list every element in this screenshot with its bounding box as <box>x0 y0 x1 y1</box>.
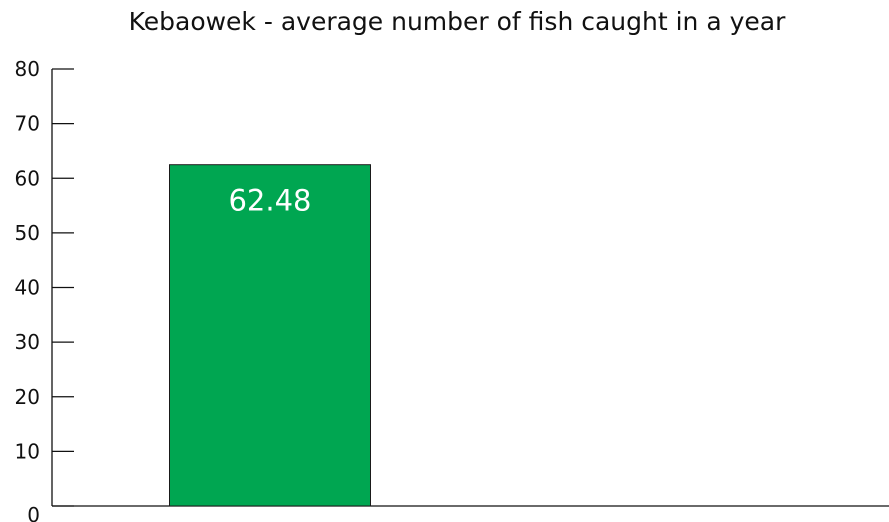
y-tick-label: 80 <box>15 57 40 81</box>
y-tick-label: 30 <box>15 330 40 354</box>
chart-title: Kebaowek - average number of fish caught… <box>129 7 787 36</box>
bar <box>169 164 371 507</box>
y-tick-label: 40 <box>15 276 40 300</box>
y-tick-label: 50 <box>15 221 40 245</box>
bar-value-label: 62.48 <box>228 184 311 218</box>
y-tick-label: 20 <box>15 385 40 409</box>
y-tick-label: 70 <box>15 112 40 136</box>
data-labels: 62.48 <box>228 184 311 218</box>
y-tick-label: 60 <box>15 166 40 190</box>
bars <box>169 164 371 507</box>
y-ticks: 0 10 20 30 40 50 60 70 80 <box>15 57 74 522</box>
y-tick-label: 10 <box>15 439 40 463</box>
y-tick-label: 0 <box>27 503 40 522</box>
